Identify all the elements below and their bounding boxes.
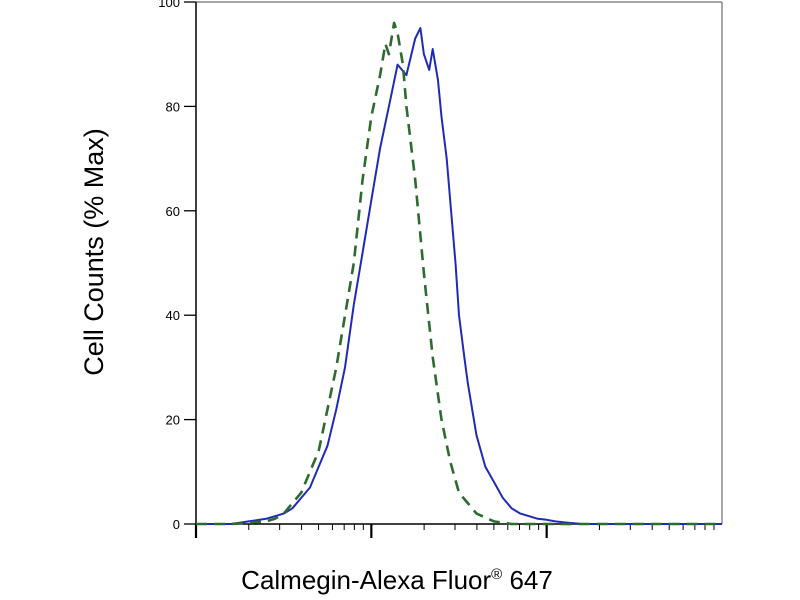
y-axis: 0 20 40 60 80 100: [158, 0, 196, 532]
y-tick-label-0: 0: [173, 517, 180, 532]
y-tick-label-20: 20: [166, 413, 180, 428]
x-axis-title-suffix: 647: [502, 565, 553, 595]
series-solid-line: [196, 27, 722, 525]
series-dashed-line: [196, 21, 722, 526]
x-axis: [194, 523, 722, 538]
x-axis-title-registered: ®: [491, 566, 502, 583]
y-tick-label-40: 40: [166, 308, 180, 323]
x-axis-title-main: Calmegin-Alexa Fluor: [241, 565, 491, 595]
y-axis-title: Cell Counts (% Max): [79, 128, 109, 376]
x-axis-title: Calmegin-Alexa Fluor® 647: [241, 565, 553, 595]
series-layer: [196, 21, 722, 526]
plot-frame: [195, 1, 723, 528]
y-tick-label-100: 100: [158, 0, 180, 10]
y-tick-label-80: 80: [166, 99, 180, 114]
y-tick-label-60: 60: [166, 204, 180, 219]
